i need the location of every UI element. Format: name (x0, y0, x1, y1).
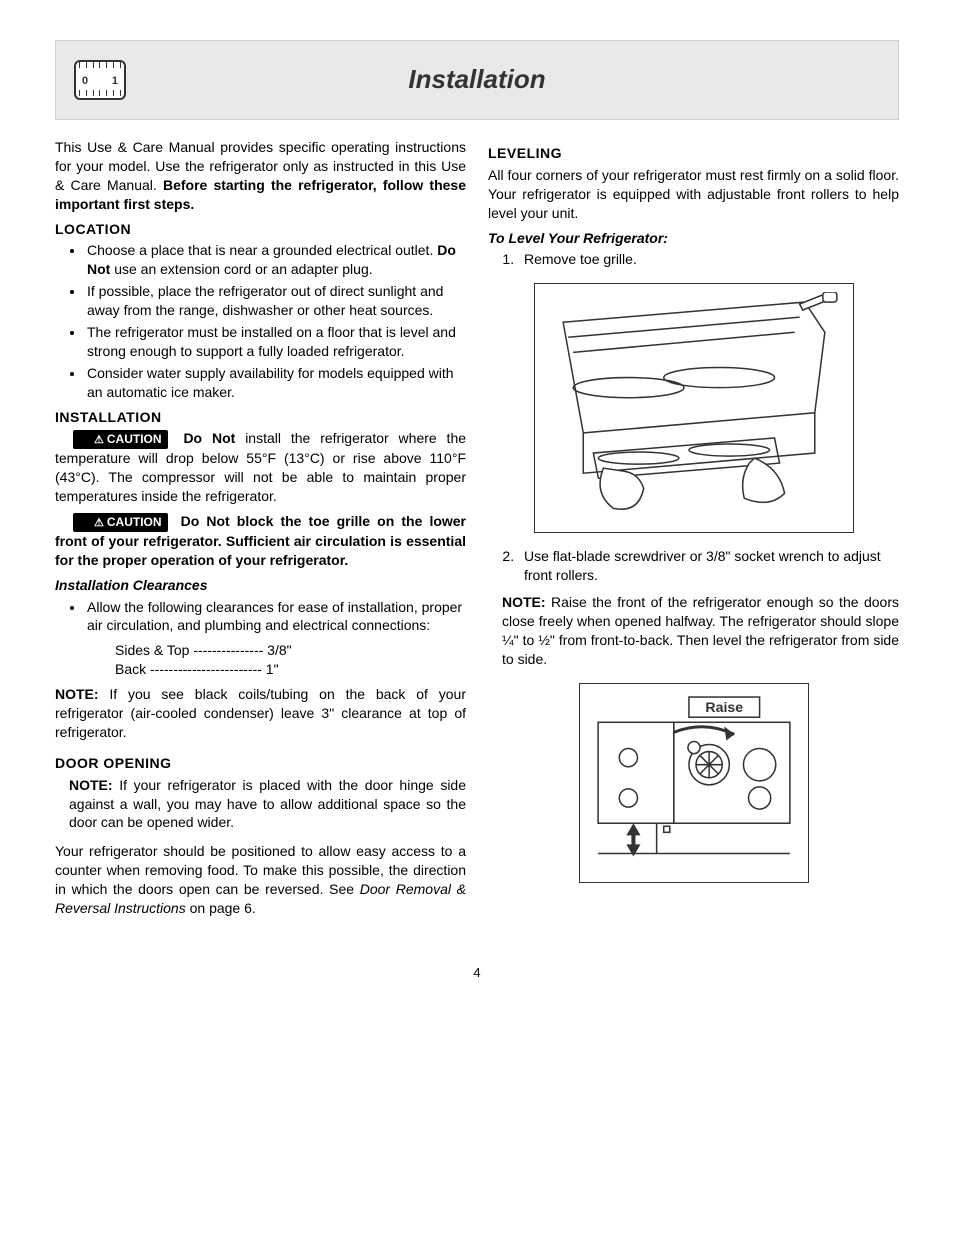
li-text: If possible, place the refrigerator out … (87, 283, 443, 318)
raise-roller-illustration: Raise (588, 692, 800, 874)
toe-grille-figure (534, 283, 854, 533)
door-paragraph: Your refrigerator should be positioned t… (55, 842, 466, 918)
raise-label: Raise (705, 699, 743, 715)
caution1-bold: Do Not (183, 430, 235, 446)
clearance-intro: Allow the following clearances for ease … (87, 599, 462, 634)
clearance-values: Sides & Top --------------- 3/8" Back --… (115, 641, 466, 679)
li-text: Consider water supply availability for m… (87, 365, 454, 400)
caution-badge: CAUTION (73, 430, 168, 449)
clearances-list: Allow the following clearances for ease … (55, 598, 466, 636)
list-item: The refrigerator must be installed on a … (85, 323, 466, 361)
left-column: This Use & Care Manual provides specific… (55, 138, 466, 924)
leveling-steps-2: Use flat-blade screwdriver or 3/8" socke… (488, 547, 899, 585)
note-label: NOTE: (55, 686, 99, 702)
note-text: If you see black coils/tubing on the bac… (55, 686, 466, 740)
door-note: NOTE: If your refrigerator is placed wit… (55, 776, 466, 833)
note-label: NOTE: (502, 594, 546, 610)
door-heading: DOOR OPENING (55, 754, 466, 773)
li-text: use an extension cord or an adapter plug… (110, 261, 372, 277)
list-item: Consider water supply availability for m… (85, 364, 466, 402)
caution-2: CAUTION Do Not block the toe grille on t… (55, 512, 466, 570)
note-label: NOTE: (69, 777, 113, 793)
leveling-intro: All four corners of your refrigerator mu… (488, 166, 899, 223)
ruler-icon: 0 1 (74, 60, 126, 100)
right-column: LEVELING All four corners of your refrig… (488, 138, 899, 924)
note-text: Raise the front of the refrigerator enou… (502, 594, 899, 667)
door-text: on page 6. (186, 900, 256, 916)
location-list: Choose a place that is near a grounded e… (55, 241, 466, 401)
page-number: 4 (55, 964, 899, 982)
clearance-line: Sides & Top --------------- 3/8" (115, 641, 466, 660)
location-heading: LOCATION (55, 220, 466, 239)
li-text: The refrigerator must be installed on a … (87, 324, 456, 359)
list-item: If possible, place the refrigerator out … (85, 282, 466, 320)
leveling-note: NOTE: Raise the front of the refrigerato… (488, 593, 899, 669)
clearance-line: Back ------------------------ 1" (115, 660, 466, 679)
toe-grille-illustration (543, 292, 845, 524)
list-item: Allow the following clearances for ease … (85, 598, 466, 636)
clearances-subheading: Installation Clearances (55, 576, 466, 595)
installation-note: NOTE: If you see black coils/tubing on t… (55, 685, 466, 742)
leveling-steps-1: Remove toe grille. (488, 250, 899, 269)
installation-heading: INSTALLATION (55, 408, 466, 427)
ruler-label-0: 0 (82, 74, 88, 89)
list-item: Use flat-blade screwdriver or 3/8" socke… (518, 547, 899, 585)
caution-badge: CAUTION (73, 513, 168, 532)
raise-roller-figure: Raise (579, 683, 809, 883)
title-bar: 0 1 Installation (55, 40, 899, 120)
note-text: If your refrigerator is placed with the … (69, 777, 466, 831)
content-columns: This Use & Care Manual provides specific… (55, 138, 899, 924)
caution-1: CAUTION Do Not install the refrigerator … (55, 429, 466, 506)
page-title: Installation (56, 62, 898, 97)
li-text: Choose a place that is near a grounded e… (87, 242, 437, 258)
ruler-label-1: 1 (112, 74, 118, 89)
list-item: Remove toe grille. (518, 250, 899, 269)
intro-paragraph: This Use & Care Manual provides specific… (55, 138, 466, 214)
leveling-subheading: To Level Your Refrigerator: (488, 229, 899, 248)
list-item: Choose a place that is near a grounded e… (85, 241, 466, 279)
leveling-heading: LEVELING (488, 144, 899, 163)
